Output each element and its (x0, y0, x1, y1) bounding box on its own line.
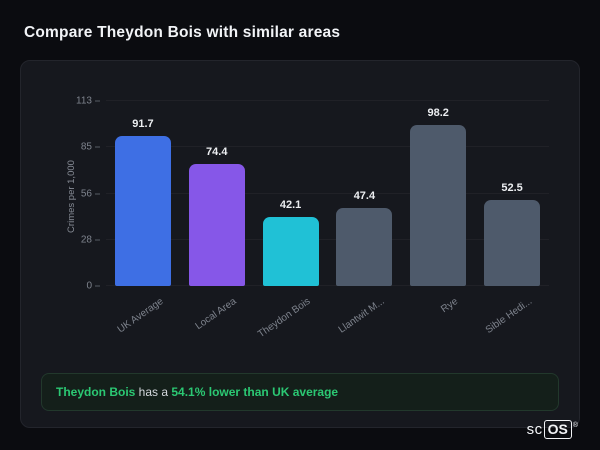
summary-callout: Theydon Bois has a 54.1% lower than UK a… (41, 373, 559, 411)
y-tick: 56 (81, 189, 100, 200)
logo-prefix: sc (526, 421, 543, 438)
registered-mark-icon: ® (572, 422, 578, 429)
bar-value-label: 52.5 (501, 182, 523, 195)
y-tick-mark (95, 239, 100, 241)
bar-value-label: 74.4 (206, 146, 228, 159)
y-tick-mark (95, 285, 100, 287)
y-tick-label: 28 (80, 234, 92, 246)
gridline (106, 239, 549, 241)
y-tick: 85 (81, 141, 100, 152)
bar-rye[interactable] (410, 125, 467, 286)
page-title: Compare Theydon Bois with similar areas (24, 24, 341, 41)
logo-box: OS (543, 420, 572, 439)
x-axis-label: Theydon Bois (256, 296, 313, 341)
x-axis-label: Rye (439, 296, 461, 316)
y-tick-label: 85 (80, 141, 92, 153)
bar-column: 98.2 Rye (401, 101, 475, 315)
gridline (106, 145, 549, 147)
x-axis-label: Llantwit M... (336, 296, 387, 336)
bar-value-label: 47.4 (353, 190, 376, 203)
x-axis-label: UK Average (115, 296, 166, 336)
bar-value-label: 91.7 (132, 117, 154, 130)
bar-column: 91.7 UK Average (106, 101, 180, 336)
bar-sible-hedi[interactable] (484, 200, 541, 286)
y-tick-mark (95, 100, 100, 102)
y-tick: 113 (76, 96, 100, 107)
y-tick-label: 56 (80, 188, 92, 200)
y-tick-mark (95, 193, 100, 195)
bar-value-label: 98.2 (427, 107, 449, 120)
x-axis-label: Local Area (194, 296, 240, 333)
chart-card: Crimes per 1,000 0 28 56 85 113 91.7 UK Avera… (20, 60, 580, 428)
bar-llantwit-m[interactable] (336, 208, 393, 286)
y-tick: 0 (86, 281, 100, 292)
bar-uk-average[interactable] (114, 135, 171, 286)
bar-column: 42.1 Theydon Bois (254, 101, 328, 340)
bar-value-label: 42.1 (279, 199, 302, 212)
y-tick-label: 0 (86, 280, 92, 292)
y-tick-label: 113 (76, 95, 92, 107)
callout-area-name: Theydon Bois (56, 385, 136, 399)
bar-local-area[interactable] (188, 164, 245, 286)
gridline (106, 193, 549, 195)
bar-column: 47.4 Llantwit M... (327, 101, 401, 336)
bars-row: 91.7 UK Average 74.4 Local Area 42.1 Theydon … (106, 101, 549, 340)
y-tick: 28 (81, 235, 100, 246)
x-axis-label: Sible Hedi... (483, 296, 535, 336)
plot-area: 0 28 56 85 113 91.7 UK Average 74.4 Local Area 4… (76, 96, 549, 340)
callout-stat: 54.1% lower than UK average (171, 385, 339, 399)
bar-column: 52.5 Sible Hedi... (475, 101, 549, 336)
gridline (106, 285, 549, 286)
gridline (106, 100, 549, 101)
callout-connector: has a (135, 385, 172, 399)
y-tick-mark (95, 146, 100, 148)
bar-theydon-bois[interactable] (262, 217, 319, 286)
scos-logo: sc OS ® (527, 420, 578, 439)
bar-column: 74.4 Local Area (180, 101, 254, 332)
y-axis-ticks: 0 28 56 85 113 (60, 96, 100, 292)
